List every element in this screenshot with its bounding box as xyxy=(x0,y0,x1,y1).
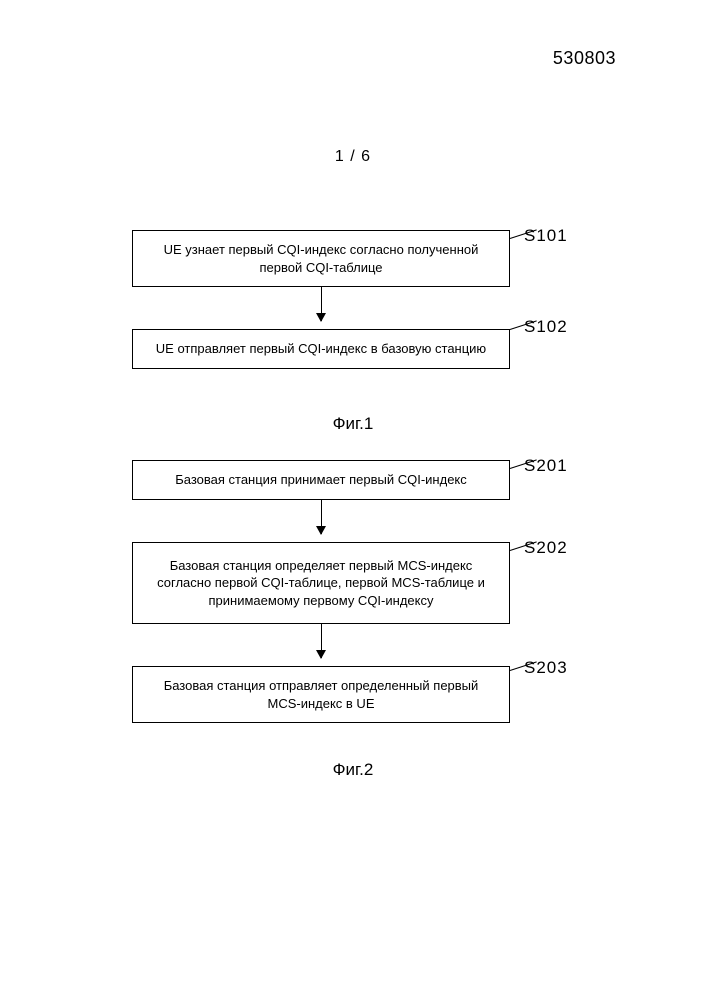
flow-box-s101: UE узнает первый CQI-индекс согласно пол… xyxy=(132,230,510,287)
page-indicator: 1 / 6 xyxy=(0,148,706,166)
flow-box-s203: Базовая станция отправляет определенный … xyxy=(132,666,510,723)
step-label-s101: S101 xyxy=(524,226,568,246)
step-label-s202: S202 xyxy=(524,538,568,558)
figure-1-caption: Фиг.1 xyxy=(0,414,706,434)
flow-box-text: Базовая станция принимает первый CQI-инд… xyxy=(175,472,467,487)
flow-box-text: Базовая станция определяет первый MCS-ин… xyxy=(157,558,485,608)
step-label-s102: S102 xyxy=(524,317,568,337)
flow-box-text: UE отправляет первый CQI-индекс в базову… xyxy=(156,341,486,356)
step-label-s201: S201 xyxy=(524,456,568,476)
figure-1-flowchart: UE узнает первый CQI-индекс согласно пол… xyxy=(0,230,706,369)
document-number: 530803 xyxy=(553,48,616,69)
flow-box-s102: UE отправляет первый CQI-индекс в базову… xyxy=(132,329,510,369)
step-label-s203: S203 xyxy=(524,658,568,678)
arrow xyxy=(132,500,510,542)
arrow xyxy=(132,287,510,329)
figure-2-caption: Фиг.2 xyxy=(0,760,706,780)
flow-box-s201: Базовая станция принимает первый CQI-инд… xyxy=(132,460,510,500)
figure-2-flowchart: Базовая станция принимает первый CQI-инд… xyxy=(0,460,706,723)
flow-box-text: UE узнает первый CQI-индекс согласно пол… xyxy=(164,242,479,275)
flow-box-text: Базовая станция отправляет определенный … xyxy=(164,678,479,711)
patent-page: 530803 1 / 6 UE узнает первый CQI-индекс… xyxy=(0,0,706,999)
flow-box-s202: Базовая станция определяет первый MCS-ин… xyxy=(132,542,510,625)
arrow xyxy=(132,624,510,666)
